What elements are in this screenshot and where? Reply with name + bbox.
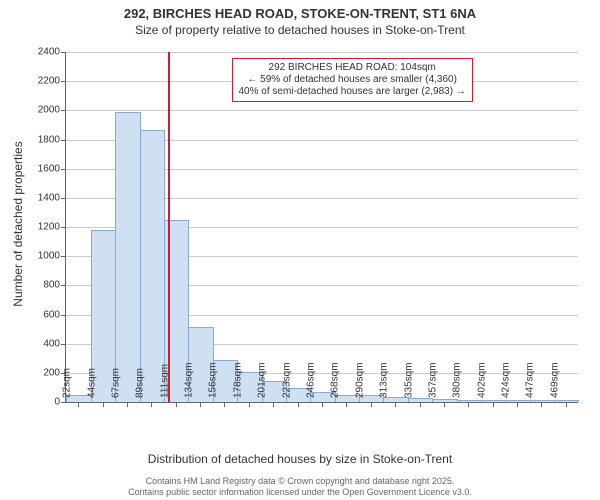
- x-tick-label: 357sqm: [427, 362, 438, 402]
- x-tick-label: 335sqm: [403, 362, 414, 402]
- x-tick-mark: [249, 402, 250, 407]
- x-tick-label: 44sqm: [86, 368, 97, 402]
- chart-root: 292, BIRCHES HEAD ROAD, STOKE-ON-TRENT, …: [0, 0, 600, 500]
- x-tick-label: 313sqm: [379, 362, 390, 402]
- x-tick-label: 380sqm: [452, 362, 463, 402]
- x-tick-mark: [566, 402, 567, 407]
- y-tick-label: 1600: [38, 163, 66, 174]
- x-tick-label: 67sqm: [110, 368, 121, 402]
- x-tick-mark: [541, 402, 542, 407]
- x-tick-label: 201sqm: [257, 362, 268, 402]
- credits-line-1: Contains HM Land Registry data © Crown c…: [0, 476, 600, 487]
- credits: Contains HM Land Registry data © Crown c…: [0, 476, 600, 499]
- x-tick-label: 268sqm: [330, 362, 341, 402]
- x-tick-mark: [176, 402, 177, 407]
- x-tick-mark: [517, 402, 518, 407]
- y-tick-label: 2200: [38, 76, 66, 87]
- credits-line-2: Contains public sector information licen…: [0, 487, 600, 498]
- x-tick-mark: [468, 402, 469, 407]
- grid-line: [66, 110, 578, 111]
- x-tick-mark: [127, 402, 128, 407]
- x-tick-mark: [444, 402, 445, 407]
- x-tick-label: 246sqm: [306, 362, 317, 402]
- x-tick-mark: [151, 402, 152, 407]
- y-axis-label: Number of detached properties: [11, 49, 25, 399]
- x-tick-mark: [273, 402, 274, 407]
- annotation-box: 292 BIRCHES HEAD ROAD: 104sqm← 59% of de…: [232, 58, 473, 102]
- y-tick-label: 2000: [38, 105, 66, 116]
- x-tick-mark: [103, 402, 104, 407]
- histogram-bar: [140, 130, 165, 402]
- chart-subtitle: Size of property relative to detached ho…: [0, 23, 600, 37]
- x-tick-mark: [395, 402, 396, 407]
- x-tick-label: 134sqm: [184, 362, 195, 402]
- x-tick-mark: [493, 402, 494, 407]
- y-tick-label: 400: [43, 338, 66, 349]
- x-tick-label: 223sqm: [281, 362, 292, 402]
- x-tick-label: 178sqm: [232, 362, 243, 402]
- annotation-line: ← 59% of detached houses are smaller (4,…: [239, 74, 466, 86]
- y-tick-label: 2400: [38, 47, 66, 58]
- x-tick-mark: [200, 402, 201, 407]
- x-tick-mark: [298, 402, 299, 407]
- histogram-bar: [115, 112, 140, 402]
- x-tick-mark: [371, 402, 372, 407]
- y-tick-label: 800: [43, 280, 66, 291]
- chart-title: 292, BIRCHES HEAD ROAD, STOKE-ON-TRENT, …: [0, 6, 600, 21]
- x-tick-label: 469sqm: [549, 362, 560, 402]
- x-tick-mark: [420, 402, 421, 407]
- x-tick-mark: [78, 402, 79, 407]
- x-tick-mark: [224, 402, 225, 407]
- y-tick-label: 1800: [38, 134, 66, 145]
- x-tick-mark: [322, 402, 323, 407]
- marker-line: [168, 52, 170, 402]
- x-tick-mark: [346, 402, 347, 407]
- grid-line: [66, 52, 578, 53]
- annotation-line: 292 BIRCHES HEAD ROAD: 104sqm: [239, 62, 466, 74]
- x-tick-label: 402sqm: [476, 362, 487, 402]
- y-tick-label: 600: [43, 309, 66, 320]
- annotation-line: 40% of semi-detached houses are larger (…: [239, 86, 466, 98]
- x-axis-label: Distribution of detached houses by size …: [0, 452, 600, 466]
- plot-area: 0200400600800100012001400160018002000220…: [65, 52, 578, 403]
- x-tick-label: 22sqm: [62, 368, 73, 402]
- y-tick-label: 1000: [38, 251, 66, 262]
- y-tick-label: 1400: [38, 192, 66, 203]
- x-tick-label: 290sqm: [354, 362, 365, 402]
- x-tick-label: 447sqm: [525, 362, 536, 402]
- x-tick-label: 156sqm: [208, 362, 219, 402]
- y-tick-label: 1200: [38, 222, 66, 233]
- x-tick-label: 424sqm: [501, 362, 512, 402]
- x-tick-label: 89sqm: [135, 368, 146, 402]
